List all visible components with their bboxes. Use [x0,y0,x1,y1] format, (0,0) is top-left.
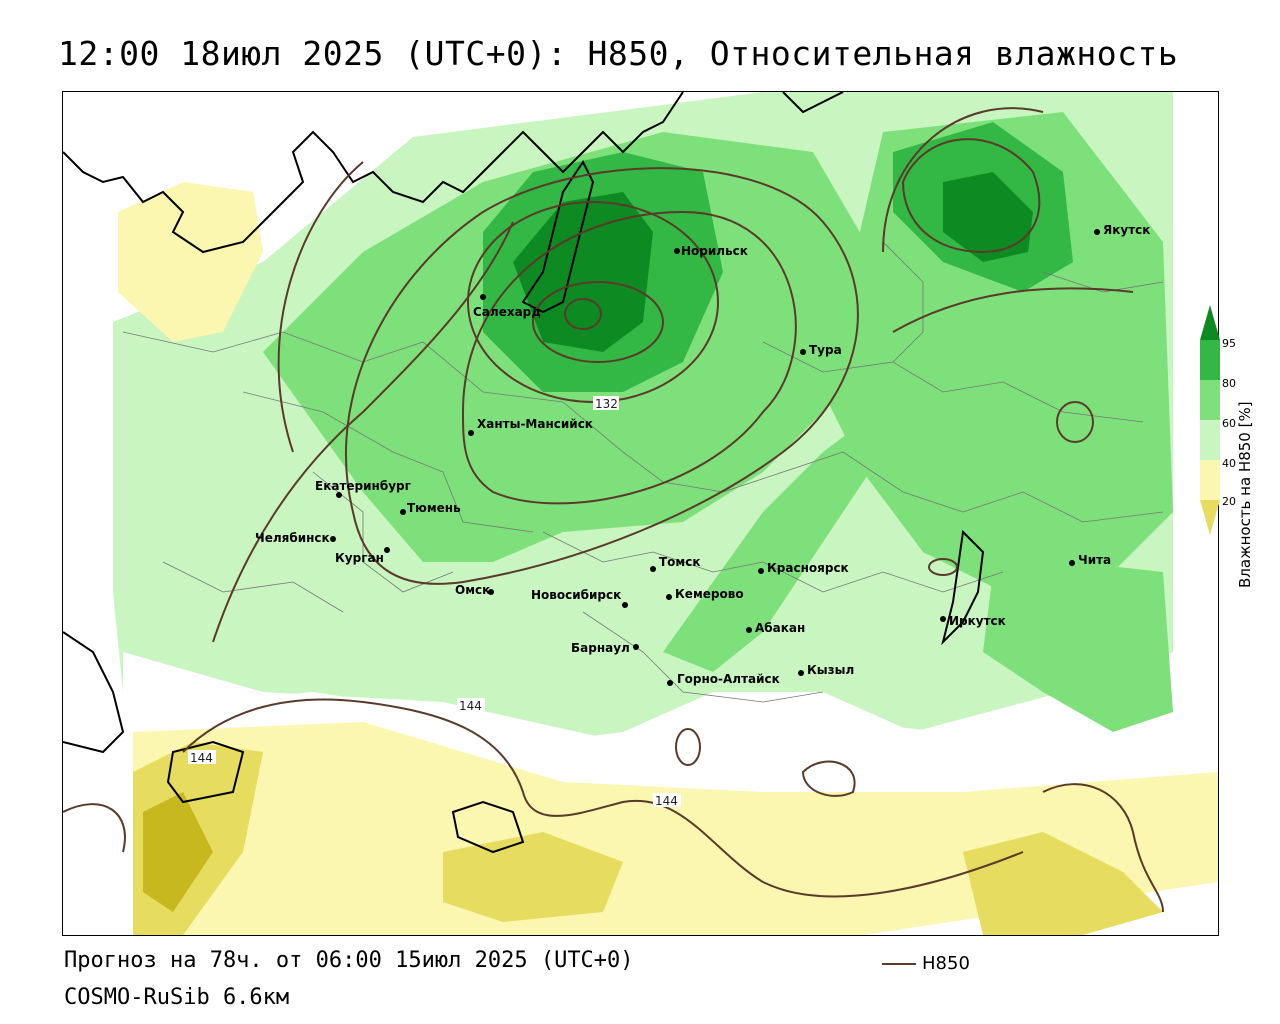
field-wet-band [663,422,883,672]
colorbar-band-60 [1200,420,1220,460]
map-canvas: 132 144 144 144 Салехард Норильск Якутск… [63,92,1218,935]
contour-east [892,287,1134,333]
city-label: Кемерово [675,587,744,601]
field-neutral-south [123,652,1218,812]
contour-small-east [1056,401,1094,443]
contour-label-144-center: 144 [459,699,482,713]
city-label: Курган [335,551,384,565]
city-label: Чита [1078,553,1111,567]
city-label: Екатеринбург [315,479,411,493]
contour-far-southeast [1042,783,1164,913]
colorbar-band-40 [1200,460,1220,500]
contour-ring-4 [344,167,859,585]
contour-small-altai [675,728,701,766]
contour-144-south [182,698,1024,898]
colorbar-band-95 [1200,340,1220,380]
field-dry-south [133,722,1218,935]
field-very-dry-southeast [963,832,1163,935]
contour-southeast-loop [801,760,856,797]
city-label: Абакан [755,621,805,635]
field-saturated-core [513,192,653,352]
colorbar-top-triangle [1200,305,1220,340]
colorbar-bottom-triangle [1200,500,1220,535]
contour-low-ring-1 [532,281,664,363]
field-very-dry-south-center [443,832,623,922]
contour-ring-3 [461,210,797,505]
legend-line-swatch [882,962,916,965]
coastlines [63,92,985,854]
city-label: Омск [455,583,490,597]
field-deep-dry-southwest [143,792,213,912]
map-title: 12:00 18июл 2025 (UTC+0): H850, Относите… [58,34,1179,73]
colorbar-band-80 [1200,380,1220,420]
field-wet-southeast [983,562,1173,732]
city-label: Горно-Алтайск [677,672,780,686]
colorbar-tick: 20 [1222,495,1236,508]
colorbar-tick: 60 [1222,417,1236,430]
colorbar-title: Влажность на H850 [%] [1236,401,1254,588]
contour-low-center [564,298,602,330]
contour-label-132: 132 [595,397,618,411]
contour-northeast-outer [882,107,1044,253]
city-label: Кызыл [807,663,854,677]
colorbar [1200,305,1220,535]
contour-label-144-west: 144 [190,751,213,765]
contour-northeast-high [901,138,1041,254]
city-label: Ханты-Мансийск [477,417,593,431]
contour-sw-island [63,803,126,853]
field-dry-northwest [118,182,263,342]
city-label: Иркутск [949,614,1006,628]
city-label: Челябинск [255,531,330,545]
city-label: Тюмень [407,501,461,515]
colorbar-tick: 95 [1222,337,1236,350]
city-label: Норильск [681,244,748,258]
city-label: Новосибирск [531,588,621,602]
field-saturated-northeast [943,172,1033,262]
colorbar-tick: 40 [1222,457,1236,470]
contour-small-irkutsk [928,558,958,576]
colorbar-tick: 80 [1222,377,1236,390]
map-area[interactable]: 132 144 144 144 Салехард Норильск Якутск… [62,91,1219,936]
city-label: Якутск [1103,223,1150,237]
legend: H850 [882,953,970,974]
legend-label: H850 [922,953,970,974]
city-label: Красноярск [767,561,849,575]
contour-labels: 132 144 144 144 [188,396,681,808]
contour-ring-6 [212,221,514,643]
contour-ring-5 [277,161,364,453]
city-label: Томск [659,555,701,569]
city-label: Салехард [473,305,541,319]
city-markers: Салехард Норильск Якутск Тура Ханты-Манс… [255,223,1150,686]
forecast-info: Прогноз на 78ч. от 06:00 15июл 2025 (UTC… [64,948,634,973]
city-label: Тура [809,343,842,357]
city-label: Барнаул [571,641,630,655]
model-name: COSMO-RuSib 6.6км [64,985,290,1010]
field-wet-east [823,112,1173,592]
contour-label-144-south: 144 [655,794,678,808]
humidity-field [113,92,1218,935]
